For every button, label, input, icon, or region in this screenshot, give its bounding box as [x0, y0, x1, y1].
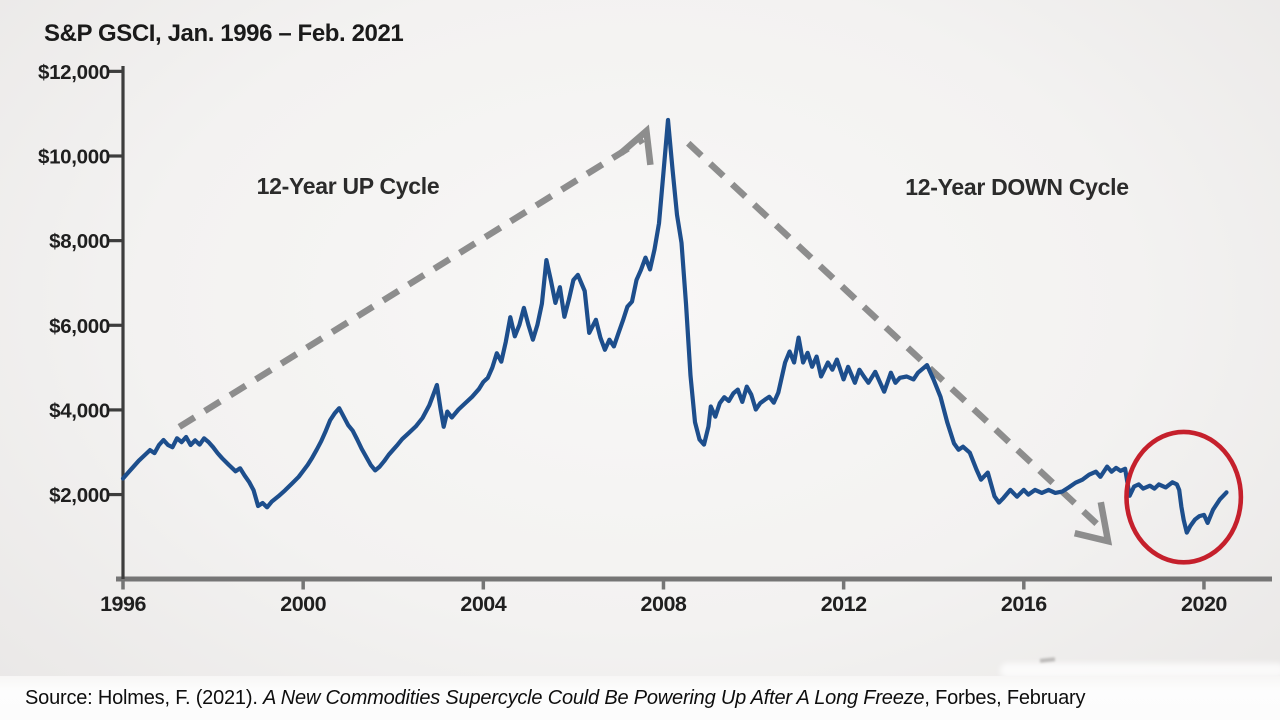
x-tick-label: 1996	[100, 592, 146, 616]
watermark-smudge	[1000, 663, 1280, 678]
source-citation: Source: Holmes, F. (2021). A New Commodi…	[25, 687, 1085, 710]
y-tick-label: $6,000	[49, 315, 110, 338]
source-suffix: , Forbes, February	[924, 686, 1086, 709]
source-work-title: A New Commodities Supercycle Could Be Po…	[263, 686, 925, 709]
down-trend-dashed-arrow	[686, 140, 1101, 528]
x-tick-label: 2008	[641, 592, 687, 616]
gsci-line-chart: 1996 2000 2004 2008 2012 2016 2020 $2,000 $4,000…	[38, 61, 1272, 616]
up-cycle-annotation: 12-Year UP Cycle	[256, 173, 440, 199]
source-prefix: Source: Holmes, F. (2021).	[25, 686, 264, 709]
down-trend-dashed-arrow-arrowhead-icon	[1073, 501, 1113, 546]
up-trend-dashed-arrow-arrowhead-icon	[618, 124, 654, 166]
y-tick-label: $10,000	[38, 146, 110, 169]
chart-title: S&P GSCI, Jan. 1996 – Feb. 2021	[44, 20, 404, 47]
gsci-price-line	[120, 117, 1229, 535]
highlight-circle	[1124, 429, 1244, 565]
y-tick-label: $4,000	[49, 399, 110, 422]
smudge-dash	[1039, 657, 1056, 663]
x-tick-label: 2000	[280, 592, 326, 616]
x-tick-label: 2016	[1001, 592, 1047, 616]
up-trend-dashed-arrow	[177, 136, 645, 430]
x-tick-label: 2020	[1181, 592, 1227, 616]
down-cycle-annotation: 12-Year DOWN Cycle	[905, 174, 1129, 200]
x-tick-label: 2004	[460, 592, 506, 616]
source-bar: Source: Holmes, F. (2021). A New Commodi…	[0, 676, 1280, 720]
y-tick-label: $12,000	[38, 61, 110, 84]
y-tick-label: $2,000	[49, 484, 110, 507]
y-tick-label: $8,000	[49, 230, 110, 253]
x-tick-label: 2012	[821, 592, 867, 616]
